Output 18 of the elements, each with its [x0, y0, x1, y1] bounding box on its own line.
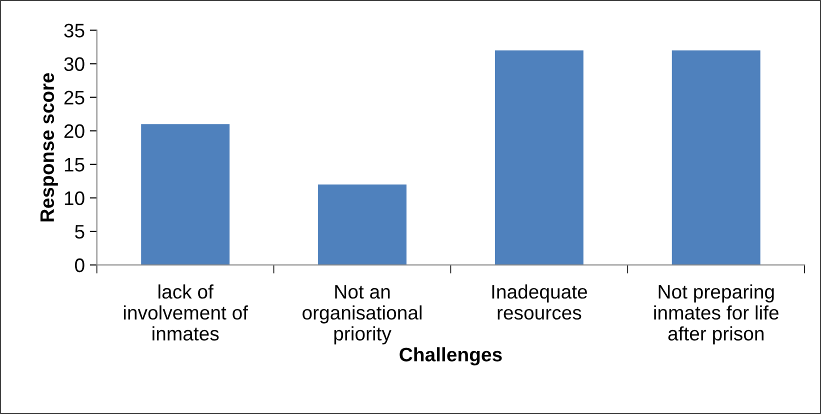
y-tick-label: 35: [64, 24, 84, 38]
x-tick-label: Not an organisational priority: [302, 285, 422, 344]
y-tick-label: 10: [64, 191, 84, 206]
y-tick-label: 0: [75, 258, 84, 272]
y-axis-title: Response score: [40, 73, 58, 222]
y-tick-label: 20: [64, 124, 84, 138]
bar: [494, 50, 584, 265]
y-tick-label: 15: [64, 158, 84, 172]
x-tick-label: Not preparing inmates for life after prison: [654, 284, 778, 344]
bar: [672, 50, 760, 265]
bar: [141, 124, 230, 265]
y-tick-label: 5: [75, 225, 84, 239]
x-tick-label: lack of involvement of inmates: [124, 284, 248, 341]
x-tick-label: Inadequate resources: [492, 284, 587, 320]
y-tick-label: 30: [64, 57, 84, 71]
bar: [318, 184, 406, 265]
x-axis-title: Challenges: [400, 347, 502, 366]
y-tick-label: 25: [64, 90, 84, 105]
